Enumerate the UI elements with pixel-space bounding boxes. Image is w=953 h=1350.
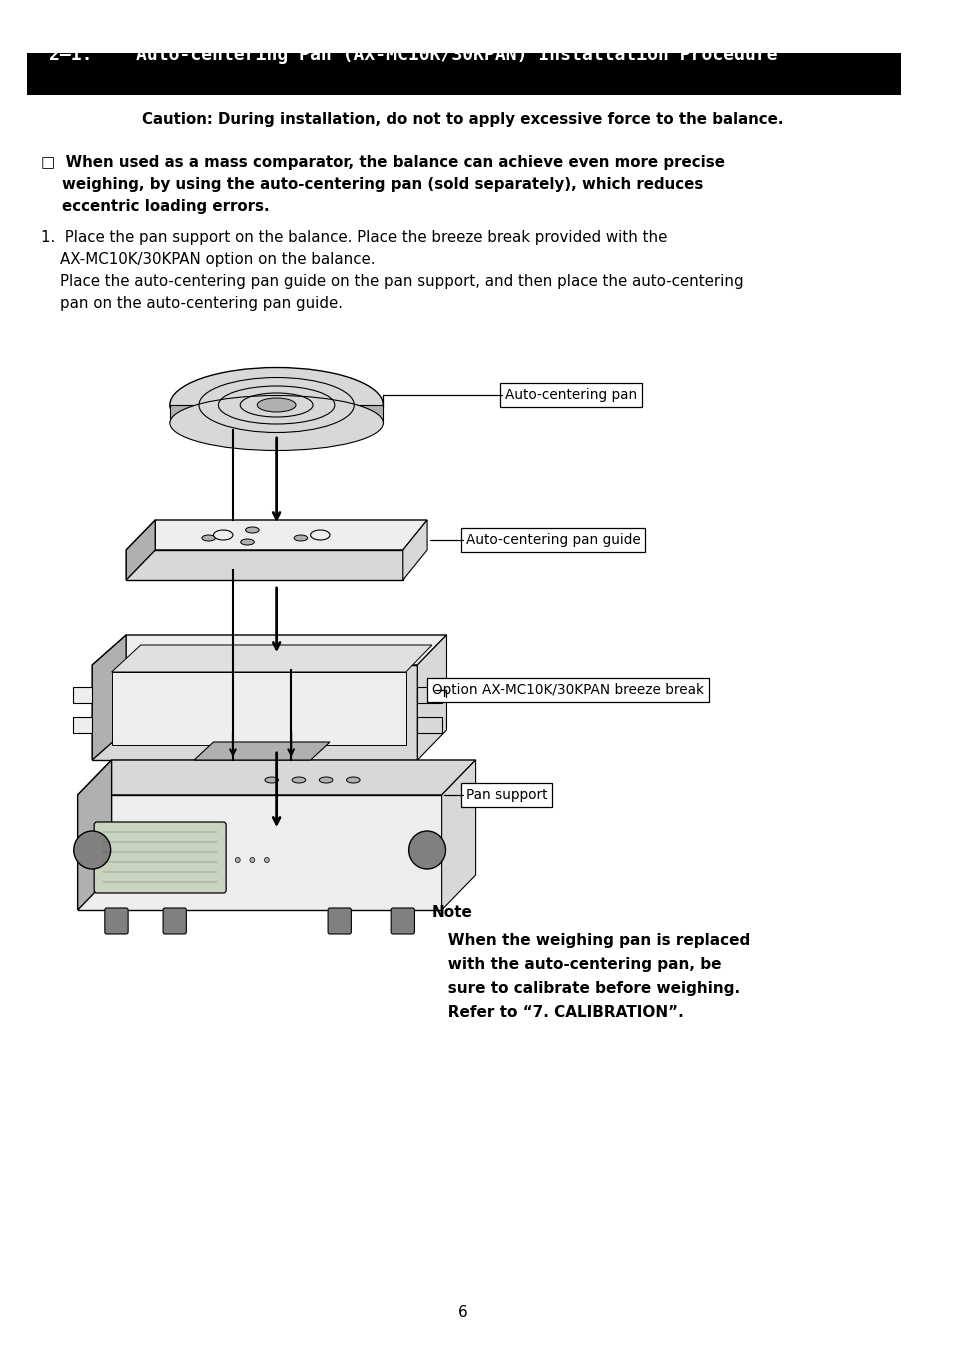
Text: AX-MC10K/30KPAN option on the balance.: AX-MC10K/30KPAN option on the balance.	[41, 252, 375, 267]
Polygon shape	[72, 717, 92, 733]
Ellipse shape	[292, 778, 305, 783]
FancyBboxPatch shape	[27, 53, 900, 94]
Ellipse shape	[319, 778, 333, 783]
Polygon shape	[112, 645, 432, 672]
Text: Note: Note	[432, 904, 473, 919]
Text: sure to calibrate before weighing.: sure to calibrate before weighing.	[432, 981, 740, 996]
Ellipse shape	[264, 857, 269, 863]
Polygon shape	[77, 795, 441, 910]
Ellipse shape	[73, 832, 111, 869]
Text: Option AX-MC10K/30KPAN breeze break: Option AX-MC10K/30KPAN breeze break	[432, 683, 703, 697]
FancyBboxPatch shape	[94, 822, 226, 892]
Text: eccentric loading errors.: eccentric loading errors.	[41, 198, 269, 215]
Polygon shape	[416, 687, 441, 703]
Ellipse shape	[245, 526, 259, 533]
Text: When the weighing pan is replaced: When the weighing pan is replaced	[432, 933, 749, 948]
Text: Auto-centering pan: Auto-centering pan	[504, 387, 637, 402]
Text: Caution: During installation, do not to apply excessive force to the balance.: Caution: During installation, do not to …	[142, 112, 783, 127]
Polygon shape	[92, 666, 416, 760]
Ellipse shape	[294, 535, 308, 541]
FancyBboxPatch shape	[328, 909, 351, 934]
Ellipse shape	[408, 832, 445, 869]
Text: 6: 6	[457, 1305, 467, 1320]
Polygon shape	[92, 634, 126, 760]
Text: Pan support: Pan support	[465, 788, 547, 802]
Ellipse shape	[257, 398, 295, 412]
FancyBboxPatch shape	[391, 909, 414, 934]
Polygon shape	[112, 672, 405, 745]
Text: 2–1.    Auto-centering Pan (AX-MC10K/30KPAN) Installation Procedure: 2–1. Auto-centering Pan (AX-MC10K/30KPAN…	[49, 46, 777, 65]
Text: 1.  Place the pan support on the balance. Place the breeze break provided with t: 1. Place the pan support on the balance.…	[41, 230, 666, 244]
Polygon shape	[441, 760, 476, 910]
Polygon shape	[126, 520, 155, 580]
Ellipse shape	[202, 535, 215, 541]
Polygon shape	[77, 760, 112, 910]
Polygon shape	[193, 743, 330, 760]
Polygon shape	[92, 634, 446, 666]
FancyBboxPatch shape	[163, 909, 186, 934]
Ellipse shape	[346, 778, 359, 783]
Ellipse shape	[235, 857, 240, 863]
Ellipse shape	[213, 531, 233, 540]
Ellipse shape	[265, 778, 278, 783]
Ellipse shape	[250, 857, 254, 863]
Ellipse shape	[240, 539, 254, 545]
Polygon shape	[126, 520, 427, 549]
Ellipse shape	[170, 367, 383, 443]
Polygon shape	[402, 520, 427, 580]
Text: Refer to “7. CALIBRATION”.: Refer to “7. CALIBRATION”.	[432, 1004, 683, 1021]
Text: weighing, by using the auto-centering pan (sold separately), which reduces: weighing, by using the auto-centering pa…	[41, 177, 702, 192]
Polygon shape	[416, 634, 446, 760]
Text: Place the auto-centering pan guide on the pan support, and then place the auto-c: Place the auto-centering pan guide on th…	[41, 274, 742, 289]
Polygon shape	[72, 687, 92, 703]
Text: □  When used as a mass comparator, the balance can achieve even more precise: □ When used as a mass comparator, the ba…	[41, 155, 724, 170]
Polygon shape	[77, 760, 476, 795]
Ellipse shape	[311, 531, 330, 540]
Ellipse shape	[170, 396, 383, 451]
Polygon shape	[126, 549, 402, 580]
FancyBboxPatch shape	[105, 909, 128, 934]
Text: Auto-centering pan guide: Auto-centering pan guide	[465, 533, 640, 547]
Text: pan on the auto-centering pan guide.: pan on the auto-centering pan guide.	[41, 296, 342, 310]
Text: with the auto-centering pan, be: with the auto-centering pan, be	[432, 957, 720, 972]
Polygon shape	[416, 717, 441, 733]
Polygon shape	[170, 405, 383, 423]
